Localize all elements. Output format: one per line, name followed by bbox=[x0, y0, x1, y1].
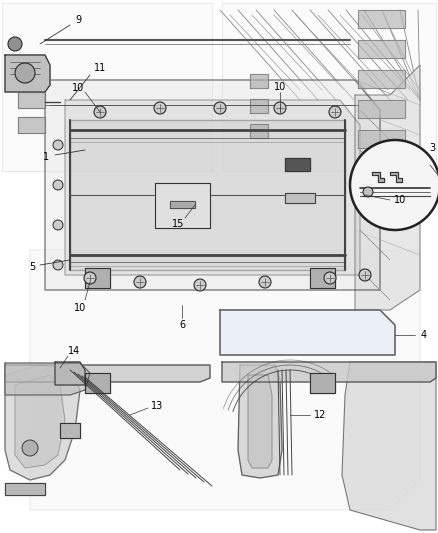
Polygon shape bbox=[5, 55, 50, 92]
Circle shape bbox=[134, 276, 146, 288]
Polygon shape bbox=[358, 130, 405, 148]
Polygon shape bbox=[358, 40, 405, 58]
Circle shape bbox=[259, 276, 271, 288]
Text: 12: 12 bbox=[314, 410, 326, 420]
Polygon shape bbox=[250, 74, 268, 88]
Polygon shape bbox=[85, 373, 110, 393]
Text: 10: 10 bbox=[74, 303, 86, 313]
Text: 4: 4 bbox=[421, 330, 427, 340]
Circle shape bbox=[53, 220, 63, 230]
Polygon shape bbox=[285, 193, 315, 203]
Polygon shape bbox=[15, 375, 65, 468]
Circle shape bbox=[214, 102, 226, 114]
Polygon shape bbox=[358, 70, 405, 88]
Polygon shape bbox=[5, 365, 80, 480]
Circle shape bbox=[154, 102, 166, 114]
Text: 10: 10 bbox=[394, 195, 406, 205]
Polygon shape bbox=[238, 365, 282, 478]
Polygon shape bbox=[358, 100, 405, 118]
Polygon shape bbox=[310, 268, 335, 288]
Text: 10: 10 bbox=[72, 83, 84, 93]
Polygon shape bbox=[55, 362, 85, 385]
Circle shape bbox=[53, 140, 63, 150]
Polygon shape bbox=[5, 363, 90, 395]
Circle shape bbox=[53, 260, 63, 270]
Polygon shape bbox=[250, 124, 268, 138]
Circle shape bbox=[15, 63, 35, 83]
Polygon shape bbox=[65, 100, 360, 275]
Polygon shape bbox=[85, 268, 110, 288]
Polygon shape bbox=[5, 365, 210, 382]
Polygon shape bbox=[5, 483, 45, 495]
Text: 6: 6 bbox=[179, 320, 185, 330]
Circle shape bbox=[329, 106, 341, 118]
Circle shape bbox=[22, 440, 38, 456]
Polygon shape bbox=[390, 172, 402, 182]
Polygon shape bbox=[358, 10, 405, 28]
Text: 9: 9 bbox=[75, 15, 81, 25]
Polygon shape bbox=[310, 373, 335, 393]
Text: 1: 1 bbox=[43, 152, 49, 162]
Polygon shape bbox=[170, 201, 195, 208]
Text: 5: 5 bbox=[29, 262, 35, 272]
Text: 14: 14 bbox=[68, 346, 80, 356]
Text: 15: 15 bbox=[172, 219, 184, 229]
Circle shape bbox=[363, 187, 373, 197]
Text: 10: 10 bbox=[274, 82, 286, 92]
Text: 13: 13 bbox=[151, 401, 163, 411]
Polygon shape bbox=[18, 117, 45, 133]
Polygon shape bbox=[342, 362, 436, 530]
Polygon shape bbox=[355, 65, 420, 310]
Polygon shape bbox=[18, 92, 45, 108]
Circle shape bbox=[350, 140, 438, 230]
Circle shape bbox=[94, 106, 106, 118]
Polygon shape bbox=[2, 3, 212, 171]
Polygon shape bbox=[30, 250, 420, 510]
Polygon shape bbox=[155, 183, 210, 228]
Polygon shape bbox=[250, 99, 268, 113]
Circle shape bbox=[274, 102, 286, 114]
Circle shape bbox=[359, 269, 371, 281]
Circle shape bbox=[53, 180, 63, 190]
Circle shape bbox=[194, 279, 206, 291]
Text: 3: 3 bbox=[429, 143, 435, 153]
Circle shape bbox=[84, 272, 96, 284]
Circle shape bbox=[8, 37, 22, 51]
Polygon shape bbox=[285, 158, 310, 171]
Polygon shape bbox=[45, 80, 380, 290]
Polygon shape bbox=[60, 423, 80, 438]
Polygon shape bbox=[372, 172, 384, 182]
Polygon shape bbox=[70, 120, 345, 270]
Polygon shape bbox=[220, 310, 395, 355]
Polygon shape bbox=[0, 0, 438, 300]
Polygon shape bbox=[222, 3, 436, 171]
Circle shape bbox=[324, 272, 336, 284]
Polygon shape bbox=[222, 362, 436, 382]
Text: 11: 11 bbox=[94, 63, 106, 73]
Polygon shape bbox=[248, 375, 272, 468]
